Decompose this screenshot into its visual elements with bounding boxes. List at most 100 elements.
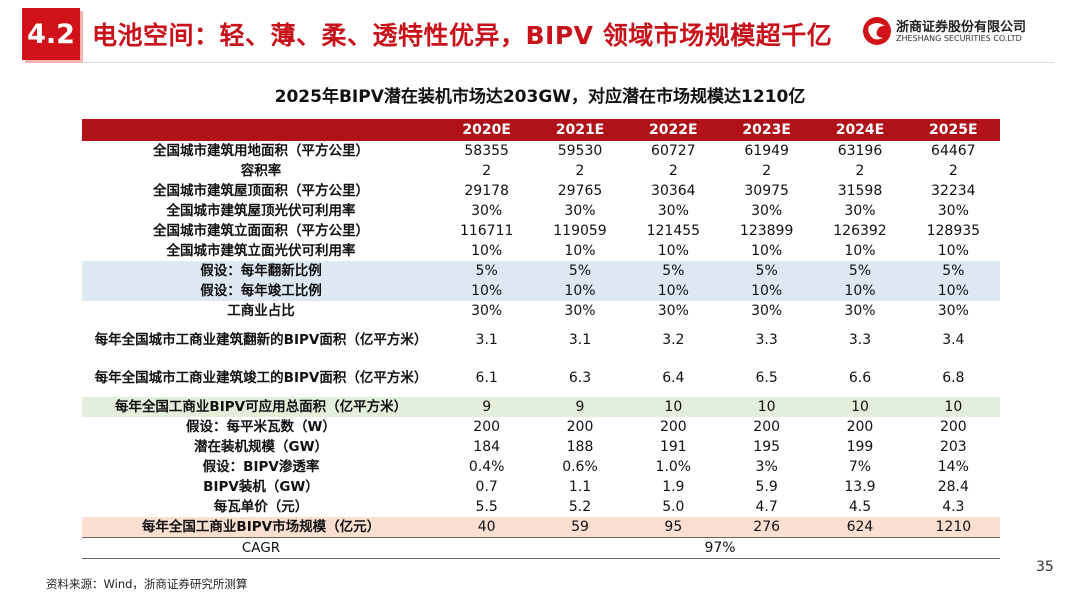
cell-value: 2 bbox=[855, 163, 865, 179]
cell-value: 119059 bbox=[553, 223, 607, 239]
row-label: 假设：每平米瓦数（W） bbox=[186, 419, 336, 435]
cell-value: 1.1 bbox=[568, 479, 592, 495]
table-row: 全国城市建筑立面面积（平方公里） 116711 119059 121455 12… bbox=[82, 221, 1000, 241]
cell-value: 30% bbox=[844, 203, 876, 219]
cell-value: 1210 bbox=[906, 517, 1000, 538]
cell-value: 5% bbox=[813, 261, 907, 281]
cell-value: 200 bbox=[566, 419, 594, 435]
cell-value: 5.0 bbox=[662, 499, 685, 515]
cell-value: 10% bbox=[471, 243, 503, 259]
cell-value: 3.1 bbox=[475, 332, 498, 348]
cell-value: 28.4 bbox=[937, 479, 969, 495]
cell-value: 200 bbox=[939, 419, 967, 435]
section-number-badge: 4.2 bbox=[22, 8, 80, 60]
cell-value: 5.2 bbox=[568, 499, 592, 515]
cell-value: 59530 bbox=[557, 143, 603, 159]
year-header: 2023E bbox=[719, 119, 814, 141]
table-row: 潜在装机规模（GW） 184 188 191 195 199 203 bbox=[82, 437, 1000, 457]
row-label: 工商业占比 bbox=[227, 303, 295, 319]
cell-value: 61949 bbox=[744, 143, 789, 159]
cagr-row: CAGR 97% bbox=[82, 537, 1000, 559]
year-header: 2022E bbox=[626, 119, 720, 141]
cell-value: 1.9 bbox=[662, 479, 685, 495]
table-row: 容积率 2 2 2 2 2 2 bbox=[82, 161, 1000, 181]
cell-value: 128935 bbox=[926, 223, 981, 239]
cell-value: 5% bbox=[626, 261, 720, 281]
cell-value: 30% bbox=[657, 303, 689, 319]
table-title: 2025年BIPV潜在装机市场达203GW，对应潜在市场规模达1210亿 bbox=[274, 87, 806, 107]
cell-value: 3.4 bbox=[942, 332, 965, 348]
row-label: 全国城市建筑屋顶面积（平方公里） bbox=[153, 183, 369, 199]
cell-value: 195 bbox=[753, 439, 781, 455]
cell-value: 10% bbox=[657, 243, 689, 259]
cell-value: 10% bbox=[533, 281, 627, 301]
cell-value: 123899 bbox=[739, 223, 794, 239]
cell-value: 3.3 bbox=[848, 332, 872, 348]
table-row: 全国城市建筑屋顶光伏可利用率 30% 30% 30% 30% 30% 30% bbox=[82, 201, 1000, 221]
cell-value: 30% bbox=[657, 203, 689, 219]
row-label: 每年全国工商业BIPV可应用总面积（亿平方米） bbox=[82, 397, 440, 417]
cell-value: 30% bbox=[937, 203, 969, 219]
cell-value: 6.6 bbox=[848, 370, 872, 386]
cell-value: 10 bbox=[813, 397, 907, 417]
cell-value: 2 bbox=[762, 163, 772, 179]
row-label: 全国城市建筑立面光伏可利用率 bbox=[166, 243, 356, 259]
cell-value: 29765 bbox=[557, 183, 603, 199]
cell-value: 10 bbox=[906, 397, 1000, 417]
cell-value: 63196 bbox=[837, 143, 883, 159]
row-label: 全国城市建筑用地面积（平方公里） bbox=[153, 143, 369, 159]
cell-value: 30975 bbox=[744, 183, 789, 199]
row-label: 容积率 bbox=[240, 163, 282, 179]
cell-value: 624 bbox=[813, 517, 907, 538]
cell-value: 4.3 bbox=[942, 499, 965, 515]
cell-value: 5% bbox=[533, 261, 627, 281]
year-header: 2021E bbox=[533, 119, 627, 141]
row-label: 假设：BIPV渗透率 bbox=[202, 459, 320, 475]
cell-value: 6.1 bbox=[475, 370, 498, 386]
row-label: 潜在装机规模（GW） bbox=[194, 439, 328, 455]
cell-value: 184 bbox=[473, 439, 501, 455]
row-label: 全国城市建筑立面面积（平方公里） bbox=[153, 223, 369, 239]
table-row: 全国城市建筑立面光伏可利用率 10% 10% 10% 10% 10% 10% bbox=[82, 241, 1000, 261]
table-row: 工商业占比 30% 30% 30% 30% 30% 30% bbox=[82, 301, 1000, 321]
cell-value: 200 bbox=[473, 419, 501, 435]
table-row: 全国城市建筑屋顶面积（平方公里） 29178 29765 30364 30975… bbox=[82, 181, 1000, 201]
cell-value: 60727 bbox=[651, 143, 696, 159]
table-row: 每年全国城市工商业建筑竣工的BIPV面积（亿平方米） 6.1 6.3 6.4 6… bbox=[82, 359, 1000, 397]
cell-value: 0.6% bbox=[562, 459, 598, 475]
cell-value: 30% bbox=[751, 303, 783, 319]
cell-value: 2 bbox=[668, 163, 678, 179]
table-row-assumption: 假设：每年竣工比例 10% 10% 10% 10% 10% 10% bbox=[82, 281, 1000, 301]
cell-value: 203 bbox=[939, 439, 967, 455]
cell-value: 10% bbox=[906, 281, 1000, 301]
cell-value: 5.9 bbox=[755, 479, 778, 495]
cell-value: 5% bbox=[719, 261, 814, 281]
cell-value: 6.8 bbox=[942, 370, 965, 386]
row-label: 每年全国城市工商业建筑翻新的BIPV面积（亿平方米） bbox=[94, 332, 428, 348]
page-number: 35 bbox=[1036, 559, 1054, 575]
cell-value: 200 bbox=[659, 419, 687, 435]
cell-value: 59 bbox=[533, 517, 627, 538]
table-row: 全国城市建筑用地面积（平方公里） 58355 59530 60727 61949… bbox=[82, 141, 1000, 161]
source-note: 资料来源：Wind，浙商证券研究所测算 bbox=[46, 577, 248, 591]
table-header-row: 2020E 2021E 2022E 2023E 2024E 2025E bbox=[82, 119, 1000, 141]
cell-value: 30% bbox=[844, 303, 876, 319]
row-label: 每年全国工商业BIPV市场规模（亿元） bbox=[82, 517, 440, 538]
cell-value: 5.5 bbox=[475, 499, 498, 515]
cell-value: 10% bbox=[813, 281, 907, 301]
cell-value: 10% bbox=[751, 243, 783, 259]
title-divider bbox=[84, 62, 1054, 63]
logo-company-name: 浙商证券股份有限公司 bbox=[896, 20, 1027, 35]
cell-value: 10% bbox=[844, 243, 876, 259]
cell-value: 126392 bbox=[833, 223, 887, 239]
cell-value: 9 bbox=[533, 397, 627, 417]
cell-value: 276 bbox=[719, 517, 814, 538]
row-label: 全国城市建筑屋顶光伏可利用率 bbox=[166, 203, 356, 219]
cell-value: 30% bbox=[751, 203, 783, 219]
table-row: 假设：每平米瓦数（W） 200 200 200 200 200 200 bbox=[82, 417, 1000, 437]
cell-value: 10 bbox=[626, 397, 720, 417]
table-row-market-size: 每年全国工商业BIPV市场规模（亿元） 40 59 95 276 624 121… bbox=[82, 517, 1000, 538]
cell-value: 0.4% bbox=[468, 459, 505, 475]
logo-company-name-en: ZHESHANG SECURITIES CO.LTD bbox=[896, 34, 1022, 43]
cell-value: 2 bbox=[482, 163, 492, 179]
